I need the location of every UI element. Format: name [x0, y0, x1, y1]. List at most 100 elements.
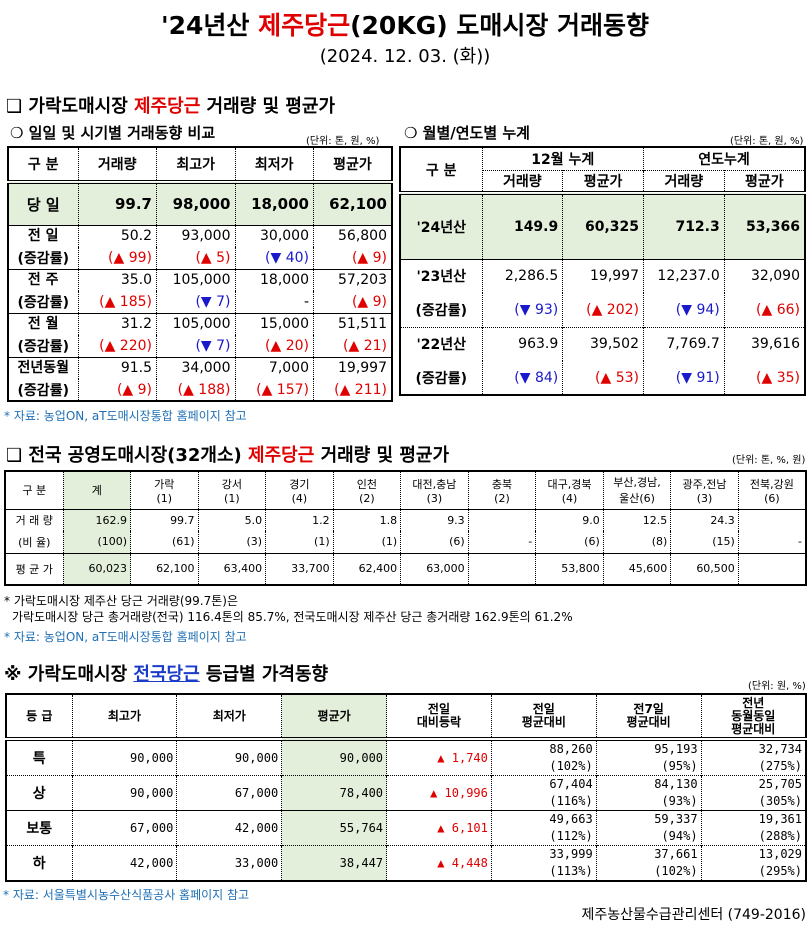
row-label: 거 래 량	[4, 509, 64, 531]
change-label: (증감률)	[399, 361, 483, 395]
row-label: 전년동월	[7, 357, 79, 379]
compare-text: 59,337	[654, 812, 698, 826]
change-value: (▲ 185)	[77, 291, 157, 313]
avg-value: 45,600	[602, 553, 672, 585]
compare-lastyear: 32,734 (275%)	[700, 739, 807, 776]
daily-diff: ▲ 10,996	[386, 775, 492, 811]
compare-text: (102%)	[549, 759, 593, 773]
max-price: 90,000	[71, 775, 178, 811]
row-label: '22년산	[399, 327, 483, 361]
header-text: 계	[91, 484, 102, 498]
col-header: 전7일 평균대비	[595, 694, 702, 739]
cumul-table: 구 분 12월 누계 연도누계 거래량 평균가 거래량 평균가 '24년산 149.9 60,32…	[399, 146, 806, 396]
ratio-value: (100)	[62, 531, 132, 553]
change-value: (▼ 40)	[234, 247, 314, 269]
table-row: 거래량 평균가 거래량 평균가	[400, 170, 806, 193]
row-value: 15,000	[234, 313, 314, 335]
title-prefix: '24년산	[160, 11, 259, 40]
col-header: 평균가	[562, 170, 644, 193]
s3-blue: 전국당근	[133, 664, 200, 685]
volume-value: 9.3	[400, 509, 469, 531]
row-value: 35.0	[77, 269, 157, 291]
avg-price: 55,764	[281, 810, 388, 846]
s2-red: 제주당근	[248, 445, 315, 466]
compare-text: 95,193	[654, 742, 698, 756]
avg-value: 63,400	[197, 553, 267, 585]
compare-text: 32,734	[758, 742, 802, 756]
compare-text: (93%)	[661, 794, 698, 808]
change-label: (증감률)	[7, 335, 79, 357]
s2-pre: ❑ 전국 공영도매시장(32개소)	[6, 445, 249, 466]
today-value: 99.7	[77, 182, 157, 225]
source-note-1: * 자료: 농업ON, aT도매시장통합 홈페이지 참고	[4, 409, 247, 423]
volume-value: 1.2	[265, 509, 334, 531]
min-price: 67,000	[176, 775, 283, 811]
title-suffix: (20KG) 도매시장 거래동향	[350, 11, 650, 40]
header-text: (1)	[156, 491, 173, 505]
change-value: (▲ 188)	[156, 379, 236, 401]
row-value: 12,237.0	[643, 259, 725, 293]
volume-value: 5.0	[197, 509, 267, 531]
header-text: 강서	[221, 477, 242, 491]
footer-center: 제주농산물수급관리센터 (749-2016)	[581, 907, 806, 923]
current-value: 60,325	[562, 193, 644, 259]
table-row: 전 월 31.2 105,000 15,000 51,511	[7, 313, 393, 335]
table-row: 상 90,000 67,000 78,400 ▲ 10,996 67,404 (116%) 8…	[5, 775, 807, 811]
table-row: 구 분 계 가락 (1) 강서 (1) 경기 (4) 인천 (2) 대전,충남 (3) 충북 (2) 대구,…	[4, 471, 807, 509]
col-header: 평균가	[281, 694, 388, 739]
compare-prev7: 84,130 (93%)	[595, 775, 702, 811]
row-value: 39,616	[723, 327, 806, 361]
compare-text: (275%)	[758, 759, 802, 773]
change-value: (▲ 35)	[723, 361, 806, 395]
change-value: (▲ 53)	[562, 361, 644, 395]
col-header: 충북 (2)	[467, 471, 537, 509]
change-value: (▲ 211)	[313, 379, 393, 401]
change-label: (증감률)	[7, 379, 79, 401]
change-value: (▼ 93)	[481, 293, 564, 327]
daily-subtitle: ❍ 일일 및 시기별 거래동향 비교	[10, 124, 216, 142]
row-label: 전 월	[7, 313, 79, 335]
compare-text: (102%)	[654, 864, 698, 878]
row-value: 57,203	[313, 269, 393, 291]
change-value: (▲ 220)	[77, 335, 157, 357]
table-row: '22년산 963.9 39,502 7,769.7 39,616	[399, 327, 806, 361]
col-header: 등 급	[5, 694, 73, 739]
avg-value: 33,700	[265, 553, 334, 585]
change-label: (증감률)	[399, 293, 483, 327]
compare-text: (116%)	[549, 794, 593, 808]
row-value: 105,000	[156, 269, 236, 291]
col-header: 전북,강원 (6)	[737, 471, 807, 509]
compare-prev: 67,404 (116%)	[490, 775, 597, 811]
row-value: 18,000	[234, 269, 314, 291]
change-value: (▼ 91)	[643, 361, 725, 395]
col-header: 구 분	[4, 471, 64, 509]
col-header: 전일 평균대비	[490, 694, 597, 739]
current-value: 712.3	[643, 193, 725, 259]
col-header: 평균가	[723, 170, 806, 193]
change-value: (▲ 9)	[313, 291, 393, 313]
table-row: 구 분 거래량 최고가 최저가 평균가	[7, 147, 393, 182]
avg-value	[737, 553, 807, 585]
ratio-value: (8)	[602, 531, 672, 553]
header-text: 전북,강원	[749, 477, 794, 491]
table-row: 등 급 최고가 최저가 평균가 전일 대비등락 전일 평균대비 전7일 평균대비 전년 동월동…	[5, 694, 807, 739]
compare-lastyear: 25,705 (305%)	[700, 775, 807, 811]
note-1: * 가락도매시장 제주산 당근 거래량(99.7톤)은	[4, 594, 238, 608]
row-label: (비 율)	[4, 531, 64, 553]
row-value: 105,000	[156, 313, 236, 335]
change-value: (▲ 99)	[77, 247, 157, 269]
header-text: 대구,경북	[547, 477, 592, 491]
volume-value: 162.9	[62, 509, 132, 531]
ratio-value: (6)	[535, 531, 604, 553]
min-price: 90,000	[176, 739, 283, 776]
ratio-value: (1)	[265, 531, 334, 553]
today-value: 62,100	[313, 182, 393, 225]
col-header: 경기 (4)	[265, 471, 334, 509]
max-price: 90,000	[71, 739, 178, 776]
col-header-year: 연도누계	[643, 147, 806, 170]
table-row: 전 일 50.2 93,000 30,000 56,800	[7, 225, 393, 247]
col-header: 최저가	[176, 694, 283, 739]
compare-text: 67,404	[549, 777, 593, 791]
change-value: (▲ 5)	[156, 247, 236, 269]
col-header: 광주,전남 (3)	[670, 471, 739, 509]
